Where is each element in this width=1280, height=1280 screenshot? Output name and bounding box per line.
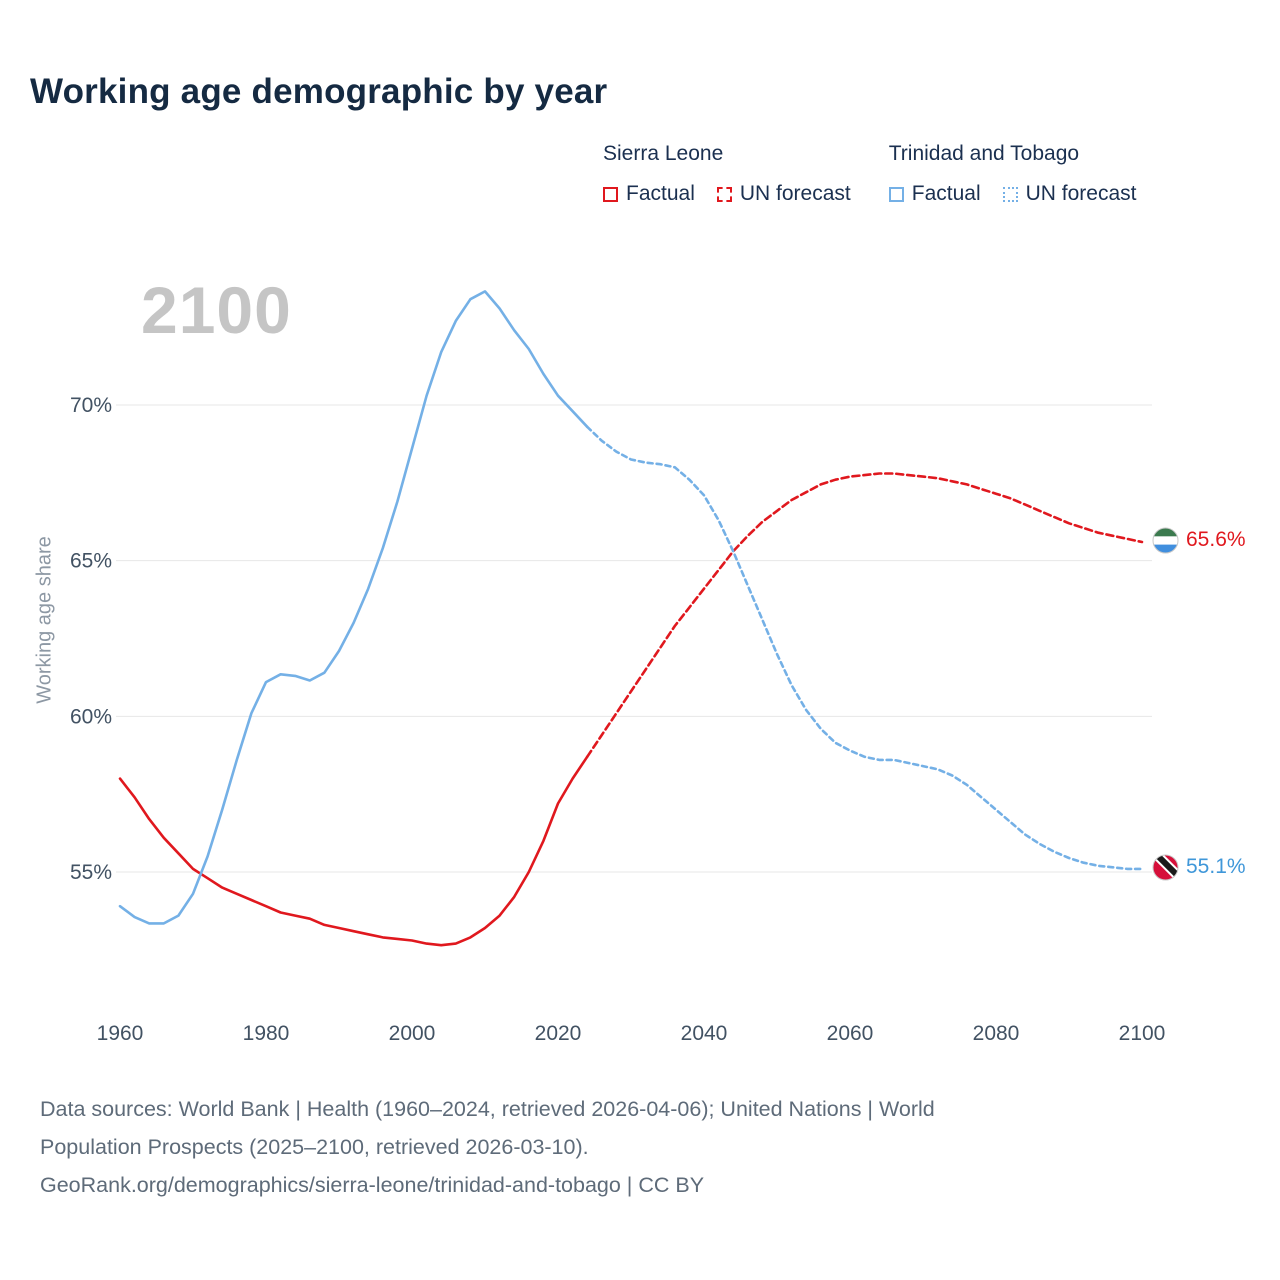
x-tick-label: 2040 (681, 1022, 728, 1045)
footer: Data sources: World Bank | Health (1960–… (40, 1090, 935, 1204)
x-tick-label: 2060 (827, 1022, 874, 1045)
sierra-leone-flag-icon (1152, 527, 1179, 554)
factual-line-swatch-icon (888, 186, 904, 202)
series-trinidad-and-tobago-factual (118, 290, 589, 925)
legend-group-title: Sierra Leone (603, 142, 724, 165)
end-label: 65.6% (1152, 527, 1246, 554)
forecast-line-swatch-icon (716, 186, 732, 202)
series-sierra-leone-forecast (585, 472, 1144, 759)
legend-group-trinidad-and-tobago: Trinidad and Tobago Factual UN forecast (888, 142, 1137, 206)
y-tick-label: 70% (70, 394, 112, 417)
legend: Sierra Leone Factual UN forecast Trinida… (603, 142, 1137, 206)
end-label-text: 65.6% (1186, 528, 1246, 552)
x-tick-label: 2080 (973, 1022, 1020, 1045)
y-tick-label: 60% (70, 705, 112, 728)
footer-line: GeoRank.org/demographics/sierra-leone/tr… (40, 1173, 705, 1197)
y-tick-label: 65% (70, 550, 112, 573)
legend-item-label: Factual (911, 182, 981, 205)
end-label: 55.1% (1152, 854, 1246, 881)
legend-item-forecast: UN forecast (716, 182, 851, 206)
page-title: Working age demographic by year (30, 72, 608, 111)
legend-group-title: Trinidad and Tobago (888, 142, 1080, 165)
series-trinidad-and-tobago-forecast (585, 425, 1144, 871)
x-tick-label: 1980 (243, 1022, 290, 1045)
legend-item-factual: Factual (888, 182, 981, 206)
legend-items: Factual UN forecast (888, 182, 1137, 206)
legend-item-label: Factual (626, 182, 695, 205)
x-tick-label: 1960 (97, 1022, 144, 1045)
trinidad-and-tobago-flag-icon (1152, 854, 1179, 881)
legend-item-label: UN forecast (739, 182, 851, 205)
plot-svg: 55% 60% 65% 70% 1960 1980 2000 2020 2040 2060 2080… (70, 290, 1166, 1045)
legend-item-label: UN forecast (1025, 182, 1137, 205)
legend-items: Factual UN forecast (603, 182, 851, 206)
series-sierra-leone-factual (118, 755, 589, 947)
forecast-line-swatch-icon (1002, 186, 1018, 202)
legend-group-sierra-leone: Sierra Leone Factual UN forecast (603, 142, 851, 206)
y-tick-label: 55% (70, 861, 112, 884)
legend-item-forecast: UN forecast (1002, 182, 1137, 206)
footer-line: Population Prospects (2025–2100, retriev… (40, 1135, 589, 1159)
x-tick-label: 2100 (1119, 1022, 1166, 1045)
year-watermark: 2100 (141, 273, 292, 347)
x-tick-label: 2020 (535, 1022, 582, 1045)
legend-item-factual: Factual (603, 182, 695, 206)
end-label-text: 55.1% (1186, 855, 1246, 879)
x-tick-label: 2000 (389, 1022, 436, 1045)
factual-line-swatch-icon (603, 186, 618, 202)
footer-line: Data sources: World Bank | Health (1960–… (40, 1097, 935, 1121)
